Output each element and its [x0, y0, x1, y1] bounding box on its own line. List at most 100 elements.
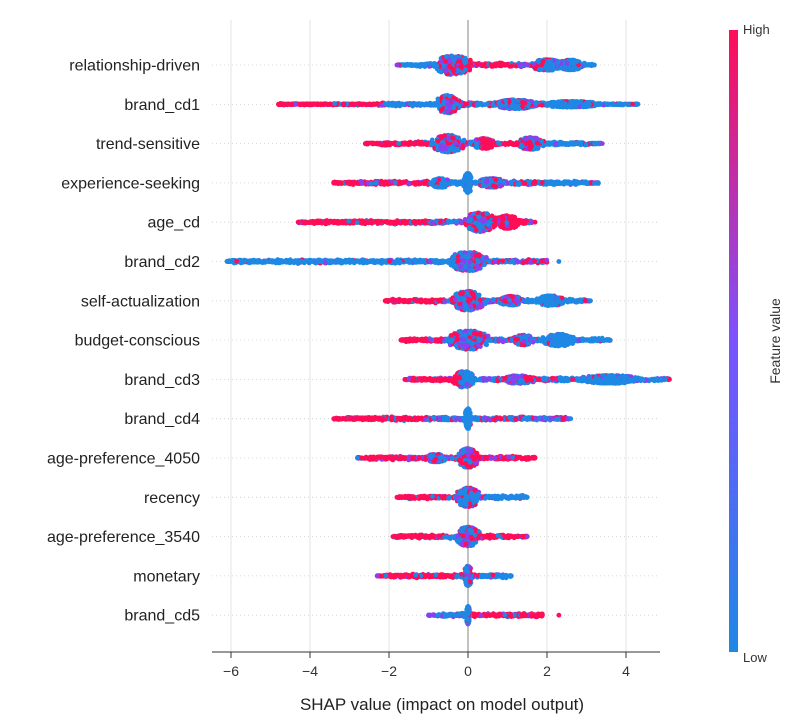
shap-point: [574, 141, 579, 146]
shap-point: [514, 181, 520, 187]
shap-point: [467, 59, 473, 65]
shap-point: [421, 102, 427, 108]
shap-point: [539, 180, 545, 185]
shap-point: [522, 181, 528, 186]
shap-point: [422, 141, 428, 146]
shap-point: [305, 101, 311, 107]
shap-point: [565, 66, 570, 72]
shap-point: [447, 63, 453, 69]
shap-point-min: [362, 141, 368, 147]
shap-point: [503, 98, 509, 103]
shap-point: [463, 67, 468, 72]
shap-point: [386, 102, 392, 108]
shap-point: [452, 57, 457, 63]
shap-point: [458, 64, 464, 70]
shap-point: [415, 101, 421, 107]
shap-point: [622, 101, 628, 107]
shap-point: [515, 141, 520, 146]
shap-point: [562, 101, 568, 107]
shap-point: [406, 181, 412, 187]
shap-point: [521, 61, 527, 67]
shap-point: [453, 140, 458, 146]
feature-row: [362, 132, 605, 155]
shap-point: [451, 136, 456, 141]
shap-point: [486, 145, 491, 151]
shap-point: [392, 140, 397, 146]
shap-point: [373, 180, 379, 186]
shap-point: [321, 102, 327, 108]
shap-point: [463, 59, 469, 65]
shap-point: [443, 59, 448, 64]
shap-point: [400, 102, 406, 107]
shap-point: [570, 59, 575, 65]
shap-point: [554, 180, 560, 186]
shap-point: [434, 63, 440, 69]
shap-point: [539, 102, 545, 108]
shap-point: [467, 67, 473, 73]
shap-point: [510, 101, 516, 107]
shap-point: [572, 178, 577, 184]
shap-point: [332, 101, 338, 106]
shap-point: [630, 101, 635, 107]
shap-point: [443, 68, 449, 74]
shap-point: [407, 62, 412, 68]
shap-point: [511, 141, 516, 147]
shap-point: [369, 181, 374, 187]
shap-point-min: [276, 101, 281, 107]
shap-point: [435, 99, 440, 105]
shap-point: [444, 54, 449, 60]
shap-point: [563, 180, 569, 186]
shap-point: [327, 102, 332, 107]
shap-point: [488, 62, 494, 68]
shap-point: [401, 62, 406, 68]
shap-point: [505, 61, 511, 67]
shap-point: [336, 180, 342, 186]
shap-point: [527, 146, 533, 152]
shap-point: [577, 180, 583, 186]
shap-point: [537, 66, 542, 72]
shap-point: [462, 55, 468, 61]
shap-point: [360, 102, 365, 108]
shap-point: [371, 140, 377, 146]
shap-point: [515, 98, 521, 104]
shap-point: [427, 61, 433, 66]
feature-row: [394, 53, 597, 77]
shap-point: [561, 141, 566, 147]
shap-point: [474, 102, 480, 108]
shap-point: [581, 103, 587, 109]
shap-point: [358, 179, 364, 184]
shap-point: [447, 107, 452, 112]
shap-point: [427, 101, 433, 107]
shap-point: [445, 135, 451, 141]
shap-point: [482, 102, 488, 107]
shap-point: [565, 141, 571, 147]
shap-point: [571, 67, 577, 73]
shap-point: [534, 140, 540, 146]
shap-point: [493, 61, 498, 67]
shap-point: [364, 102, 370, 108]
feature-row: [331, 171, 601, 196]
shap-point: [461, 137, 467, 143]
shap-point: [445, 101, 450, 107]
shap-point: [457, 59, 463, 64]
shap-point: [376, 141, 381, 146]
gridlines: [212, 20, 660, 652]
shap-point-min: [394, 62, 400, 68]
shap-point: [517, 62, 522, 68]
shap-point: [504, 141, 510, 147]
shap-point: [523, 141, 529, 146]
shap-point-max: [592, 62, 597, 68]
shap-point: [551, 101, 556, 107]
shap-point: [341, 101, 347, 107]
shap-point: [479, 62, 485, 67]
shap-point: [539, 62, 545, 68]
shap-point: [310, 101, 316, 107]
shap-point: [316, 102, 322, 107]
shap-point: [585, 62, 591, 68]
shap-point: [474, 141, 479, 147]
shap-point: [439, 58, 445, 64]
shap-point: [578, 140, 584, 146]
shap-point: [584, 180, 590, 186]
shap-point: [429, 141, 434, 147]
